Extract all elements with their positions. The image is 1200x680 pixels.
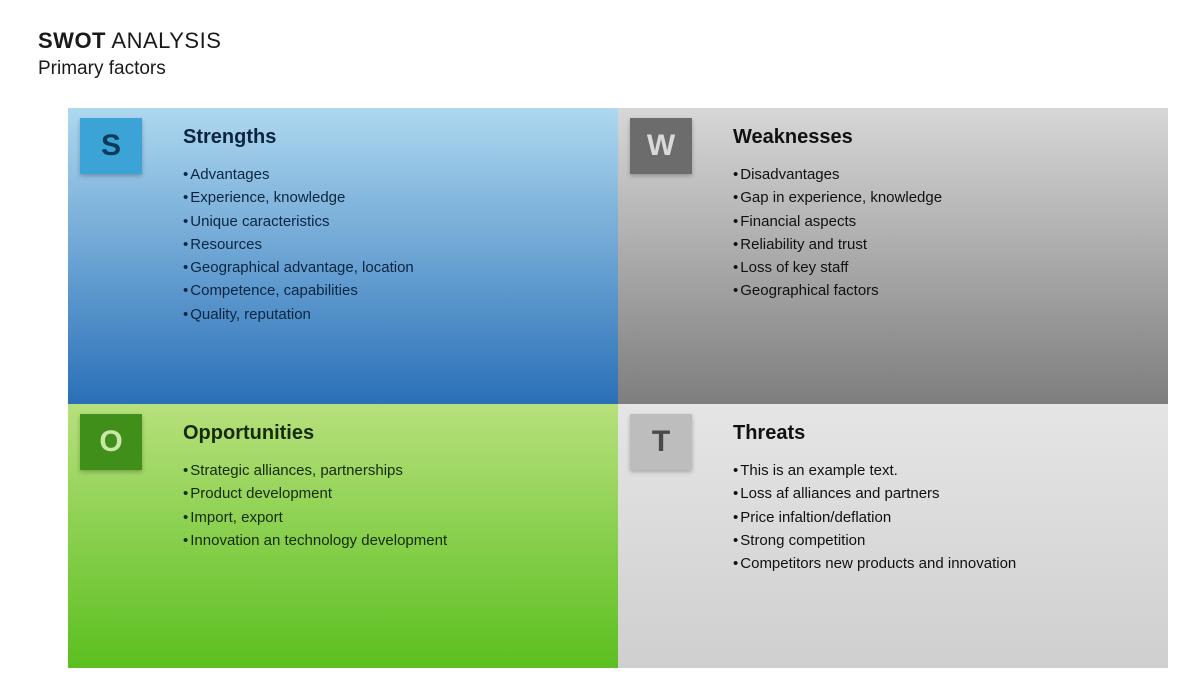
quadrant-strengths: S Strengths AdvantagesExperience, knowle… <box>68 108 618 404</box>
header: SWOT ANALYSIS Primary factors <box>38 28 221 80</box>
quadrant-title: Opportunities <box>183 422 598 445</box>
list-item: Unique caracteristics <box>183 210 598 233</box>
list-item: Reliability and trust <box>733 233 1148 256</box>
list-item: Price infaltion/deflation <box>733 506 1148 529</box>
page-title: SWOT ANALYSIS <box>38 28 221 54</box>
badge-letter: S <box>101 129 121 163</box>
badge-letter: T <box>652 425 670 459</box>
quadrant-opportunities: O Opportunities Strategic alliances, par… <box>68 404 618 668</box>
list-item: Innovation an technology development <box>183 529 598 552</box>
quadrant-threats: T Threats This is an example text.Loss a… <box>618 404 1168 668</box>
quadrant-list-opportunities: Strategic alliances, partnershipsProduct… <box>183 459 598 552</box>
badge-letter: W <box>647 129 675 163</box>
list-item: Financial aspects <box>733 210 1148 233</box>
list-item: Advantages <box>183 163 598 186</box>
quadrant-title: Strengths <box>183 126 598 149</box>
list-item: Loss af alliances and partners <box>733 482 1148 505</box>
badge-weaknesses: W <box>630 118 692 174</box>
title-bold: SWOT <box>38 28 106 53</box>
list-item: Quality, reputation <box>183 303 598 326</box>
list-item: Product development <box>183 482 598 505</box>
quadrant-list-weaknesses: DisadvantagesGap in experience, knowledg… <box>733 163 1148 303</box>
list-item: Competence, capabilities <box>183 279 598 302</box>
list-item: Resources <box>183 233 598 256</box>
quadrant-title: Threats <box>733 422 1148 445</box>
quadrant-title: Weaknesses <box>733 126 1148 149</box>
list-item: Import, export <box>183 506 598 529</box>
quadrant-weaknesses: W Weaknesses DisadvantagesGap in experie… <box>618 108 1168 404</box>
list-item: Loss of key staff <box>733 256 1148 279</box>
quadrant-list-threats: This is an example text.Loss af alliance… <box>733 459 1148 575</box>
title-light: ANALYSIS <box>106 28 221 53</box>
list-item: Experience, knowledge <box>183 186 598 209</box>
list-item: Geographical advantage, location <box>183 256 598 279</box>
page-subtitle: Primary factors <box>38 58 221 80</box>
badge-letter: O <box>99 425 122 459</box>
badge-opportunities: O <box>80 414 142 470</box>
badge-strengths: S <box>80 118 142 174</box>
list-item: This is an example text. <box>733 459 1148 482</box>
list-item: Competitors new products and innovation <box>733 552 1148 575</box>
badge-threats: T <box>630 414 692 470</box>
list-item: Disadvantages <box>733 163 1148 186</box>
list-item: Strategic alliances, partnerships <box>183 459 598 482</box>
swot-grid: S Strengths AdvantagesExperience, knowle… <box>68 108 1168 668</box>
list-item: Strong competition <box>733 529 1148 552</box>
list-item: Geographical factors <box>733 279 1148 302</box>
quadrant-list-strengths: AdvantagesExperience, knowledgeUnique ca… <box>183 163 598 326</box>
list-item: Gap in experience, knowledge <box>733 186 1148 209</box>
